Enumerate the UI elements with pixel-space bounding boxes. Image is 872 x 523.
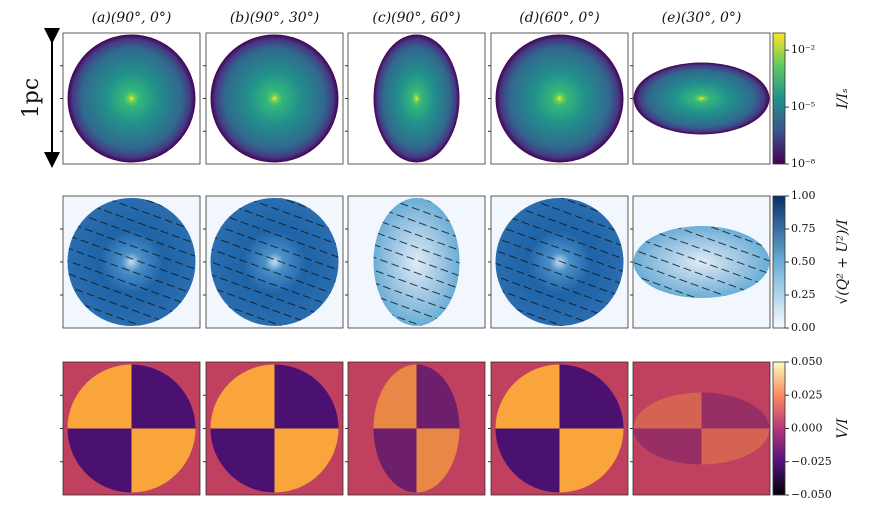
polarization-vectors xyxy=(373,198,460,326)
colorbar-tick-label: 0.25 xyxy=(791,288,816,301)
colorbar-tick-label: 0.50 xyxy=(791,255,816,268)
colorbar-tick-label: 10⁻⁵ xyxy=(791,100,815,113)
panel xyxy=(345,361,486,496)
panel-title: (e)(30°, 0°) xyxy=(662,10,742,26)
circular-map xyxy=(67,364,196,493)
colorbar-label: I/Iₛ xyxy=(835,88,851,110)
intensity-map xyxy=(210,34,339,163)
intensity-map xyxy=(373,34,460,163)
panel xyxy=(630,32,771,165)
colorbar-label: √(Q² + U²)/I xyxy=(835,219,851,305)
polarization-vectors xyxy=(633,226,770,298)
panel xyxy=(630,195,771,329)
panel xyxy=(203,195,344,329)
panel-title: (d)(60°, 0°) xyxy=(519,10,599,26)
panel xyxy=(60,361,201,496)
panel-title: (b)(90°, 30°) xyxy=(230,10,319,26)
panel xyxy=(60,195,201,329)
intensity-map xyxy=(633,62,770,135)
polarization-vectors xyxy=(210,198,339,326)
colorbar-tick-label: 1.00 xyxy=(791,189,816,202)
panel xyxy=(345,32,486,165)
panel xyxy=(60,32,201,165)
colorbar-tick-label: 0.050 xyxy=(791,355,823,368)
scale-label: 1pc xyxy=(19,78,44,118)
panel-title: (a)(90°, 0°) xyxy=(92,10,172,26)
intensity-map xyxy=(495,34,624,163)
colorbar xyxy=(772,195,786,329)
polarization-vectors xyxy=(495,198,624,326)
panel xyxy=(488,195,629,329)
panel xyxy=(203,361,344,496)
colorbar-tick-label: 0.025 xyxy=(791,388,823,401)
panel xyxy=(345,195,486,329)
colorbar-tick-label: 10⁻⁸ xyxy=(791,157,816,170)
colorbar-tick-label: 0.000 xyxy=(791,422,823,435)
panel xyxy=(203,32,344,165)
panel xyxy=(630,361,771,496)
panel xyxy=(488,32,629,165)
intensity-map xyxy=(67,34,196,163)
circular-map xyxy=(373,364,460,493)
colorbar-tick-label: 0.00 xyxy=(791,321,816,334)
colorbar-label: V/I xyxy=(835,418,851,439)
map-base xyxy=(633,392,770,465)
colorbar-tick-label: −0.025 xyxy=(791,455,832,468)
colorbar-tick-label: 0.75 xyxy=(791,222,816,235)
circular-map xyxy=(633,392,770,465)
circular-map xyxy=(210,364,339,493)
colorbar xyxy=(772,32,786,165)
polarization-vectors xyxy=(67,198,196,326)
circular-map xyxy=(495,364,624,493)
colorbar-tick-label: 10⁻² xyxy=(791,43,815,56)
panel-title: (c)(90°, 60°) xyxy=(372,10,460,26)
panel xyxy=(488,361,629,496)
colorbar xyxy=(772,361,786,496)
colorbar-tick-label: −0.050 xyxy=(791,488,832,501)
